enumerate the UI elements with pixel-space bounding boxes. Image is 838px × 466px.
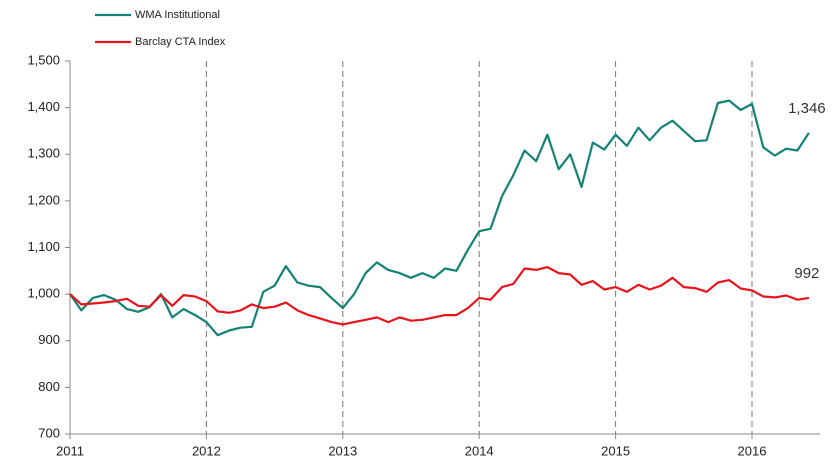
x-tick-label: 2011 [56, 443, 84, 458]
x-tick-label: 2016 [738, 443, 767, 458]
x-tick-label: 2012 [192, 443, 221, 458]
legend-text: WMA Institutional [135, 9, 220, 21]
y-tick-label: 900 [38, 332, 60, 347]
series-line [69, 266, 810, 326]
value-label: 1,346 [788, 100, 826, 117]
x-tick-label: 2014 [465, 443, 494, 458]
y-tick-label: 1,300 [27, 146, 60, 161]
x-tick-label: 2015 [601, 443, 630, 458]
y-tick-label: 1,200 [27, 192, 60, 207]
y-tick-label: 1,000 [27, 286, 60, 301]
y-tick-label: 1,500 [27, 52, 60, 67]
y-tick-label: 700 [38, 425, 60, 440]
y-tick-label: 1,400 [27, 99, 60, 114]
y-tick-label: 800 [38, 379, 60, 394]
y-tick-label: 1,100 [27, 239, 60, 254]
legend-text: Barclay CTA Index [135, 36, 226, 48]
value-label: 992 [794, 265, 819, 282]
series-line [69, 99, 810, 337]
x-tick-label: 2013 [328, 443, 357, 458]
